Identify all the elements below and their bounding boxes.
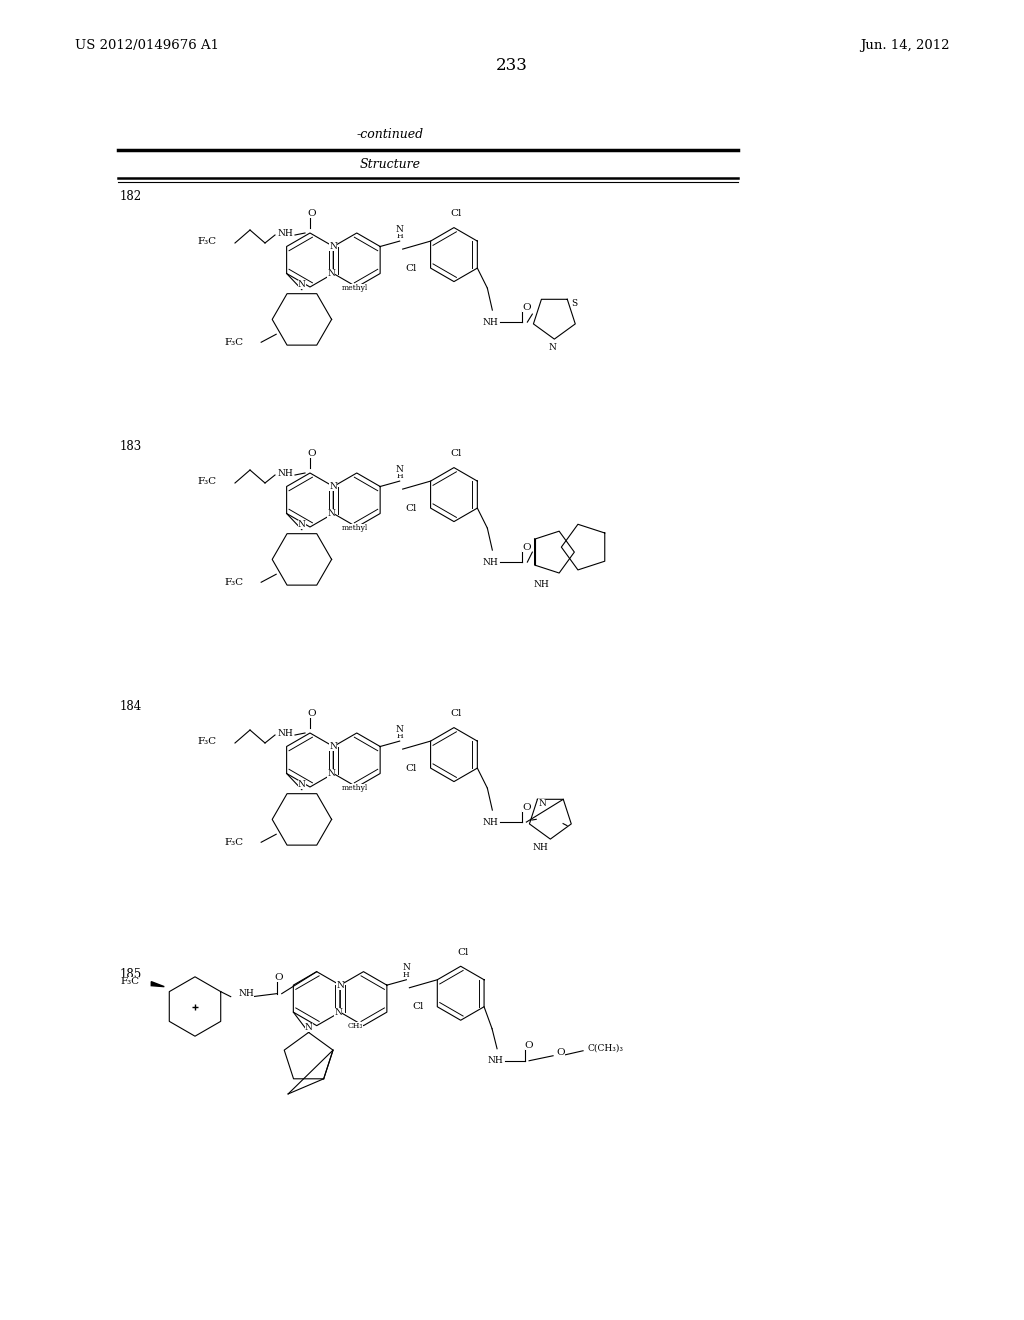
Text: Cl: Cl xyxy=(406,504,417,512)
Text: O: O xyxy=(522,302,530,312)
Text: F₃C: F₃C xyxy=(224,578,243,587)
Text: NH: NH xyxy=(487,1056,503,1065)
Text: F₃C: F₃C xyxy=(198,236,217,246)
Text: methyl: methyl xyxy=(341,784,368,792)
Text: Cl: Cl xyxy=(406,264,417,273)
Text: 184: 184 xyxy=(120,701,142,714)
Text: NH: NH xyxy=(534,579,549,589)
Text: H: H xyxy=(396,473,403,480)
Text: O: O xyxy=(307,209,316,218)
Text: N: N xyxy=(328,770,335,777)
Text: Structure: Structure xyxy=(359,158,421,172)
Text: N: N xyxy=(305,1023,312,1032)
Text: 182: 182 xyxy=(120,190,142,203)
Text: O: O xyxy=(522,543,530,552)
Text: N: N xyxy=(328,269,335,279)
Text: NH: NH xyxy=(482,318,499,326)
Text: F₃C: F₃C xyxy=(198,477,217,486)
Text: F₃C: F₃C xyxy=(224,338,243,347)
Text: N: N xyxy=(549,343,556,351)
Text: Cl: Cl xyxy=(451,449,462,458)
Text: Cl: Cl xyxy=(451,209,462,218)
Text: Cl: Cl xyxy=(457,948,468,957)
Text: NH: NH xyxy=(278,228,293,238)
Text: NH: NH xyxy=(482,557,499,566)
Text: H: H xyxy=(396,733,403,741)
Text: NH: NH xyxy=(278,729,293,738)
Text: -continued: -continued xyxy=(356,128,424,141)
Text: NH: NH xyxy=(278,469,293,478)
Text: O: O xyxy=(524,1041,534,1051)
Text: F₃C: F₃C xyxy=(198,737,217,746)
Text: N: N xyxy=(328,510,335,517)
Text: F₃C: F₃C xyxy=(120,977,139,986)
Text: NH: NH xyxy=(239,989,255,998)
Text: N: N xyxy=(402,964,411,973)
Text: N: N xyxy=(298,280,306,289)
Text: 233: 233 xyxy=(496,57,528,74)
Text: methyl: methyl xyxy=(341,524,368,532)
Text: N: N xyxy=(330,742,337,751)
Text: H: H xyxy=(403,970,410,978)
Text: N: N xyxy=(336,981,344,990)
Text: N: N xyxy=(298,780,306,789)
Text: O: O xyxy=(274,973,283,982)
Text: methyl: methyl xyxy=(341,284,368,292)
Text: 183: 183 xyxy=(120,441,142,454)
Text: O: O xyxy=(307,709,316,718)
Text: N: N xyxy=(334,1007,342,1016)
Text: N: N xyxy=(539,800,546,808)
Text: N: N xyxy=(395,224,403,234)
Text: Jun. 14, 2012: Jun. 14, 2012 xyxy=(860,38,950,51)
Text: N: N xyxy=(330,242,337,251)
Text: C(CH₃)₃: C(CH₃)₃ xyxy=(587,1043,623,1052)
Text: NH: NH xyxy=(532,842,548,851)
Text: N: N xyxy=(330,482,337,491)
Polygon shape xyxy=(152,982,164,986)
Text: H: H xyxy=(396,232,403,240)
Text: N: N xyxy=(298,520,306,529)
Text: F₃C: F₃C xyxy=(224,838,243,846)
Text: O: O xyxy=(307,449,316,458)
Text: O: O xyxy=(522,803,530,812)
Text: O: O xyxy=(556,1048,564,1057)
Text: N: N xyxy=(395,725,403,734)
Text: Cl: Cl xyxy=(451,709,462,718)
Text: 185: 185 xyxy=(120,969,142,982)
Text: N: N xyxy=(395,465,403,474)
Text: US 2012/0149676 A1: US 2012/0149676 A1 xyxy=(75,38,219,51)
Text: CH₃: CH₃ xyxy=(348,1022,364,1030)
Text: Cl: Cl xyxy=(412,1002,423,1011)
Text: NH: NH xyxy=(482,817,499,826)
Text: Cl: Cl xyxy=(406,763,417,772)
Text: S: S xyxy=(571,300,578,309)
